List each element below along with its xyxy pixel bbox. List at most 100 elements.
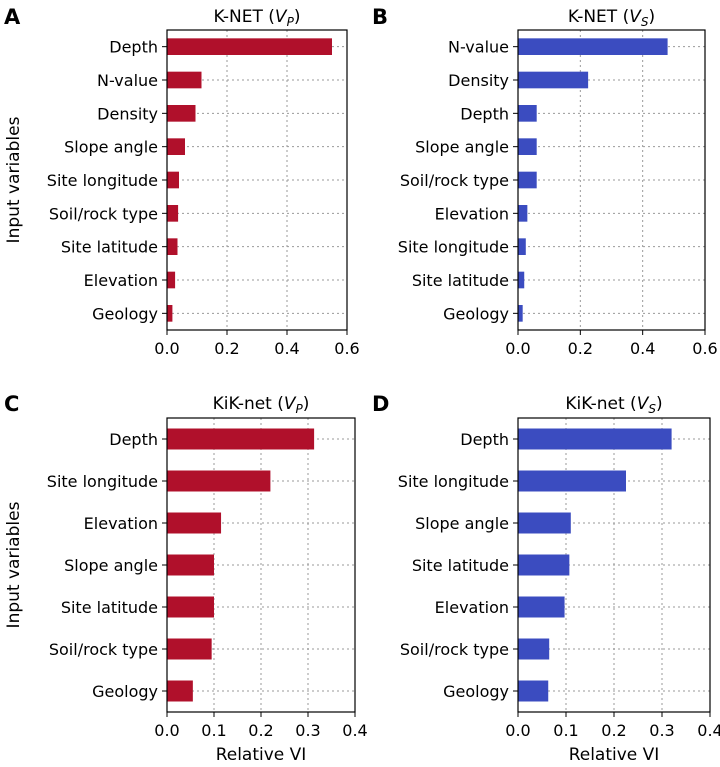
chart-title: K-NET (VS)	[568, 7, 655, 29]
x-tick-label: 0.2	[248, 721, 273, 740]
y-tick-label: Soil/rock type	[49, 204, 158, 223]
axes-frame	[166, 29, 348, 331]
x-tick-label: 0.0	[154, 339, 179, 358]
bar-slope-angle	[518, 138, 537, 155]
y-tick-label: Site longitude	[398, 238, 509, 257]
y-tick-label: Soil/rock type	[400, 640, 509, 659]
x-tick-label: 0.3	[649, 721, 674, 740]
bar-site-latitude	[518, 271, 525, 289]
bar-n-value	[167, 71, 202, 89]
panel-letter: C	[4, 392, 19, 416]
x-tick-label: 0.3	[295, 721, 320, 740]
bar-site-longitude	[167, 171, 179, 189]
y-tick-label: Density	[97, 104, 158, 123]
bar-depth	[167, 428, 315, 450]
axes-frame	[166, 417, 356, 713]
x-tick-label: 0.6	[334, 339, 359, 358]
y-tick-label: N-value	[448, 38, 509, 57]
y-tick-label: N-value	[97, 71, 158, 90]
y-tick-label: Site latitude	[61, 238, 158, 257]
bar-geology	[167, 680, 193, 702]
y-tick-label: Slope angle	[64, 556, 158, 575]
y-tick-label: Slope angle	[415, 514, 509, 533]
bar-depth	[518, 428, 672, 450]
chart-title: K-NET (VP)	[214, 7, 301, 29]
x-tick-label: 0.0	[505, 339, 530, 358]
axes-frame	[517, 29, 706, 331]
chart-title: KiK-net (VS)	[565, 394, 662, 416]
bar-elevation	[167, 512, 222, 534]
axes-frame	[517, 417, 711, 713]
bar-geology	[518, 680, 549, 702]
bar-site-longitude	[518, 470, 626, 492]
y-tick-label: Elevation	[84, 514, 158, 533]
x-tick-label: 0.1	[201, 721, 226, 740]
bar-elevation	[167, 271, 176, 289]
y-axis-label: Input variables	[4, 501, 24, 628]
y-tick-label: Depth	[460, 430, 509, 449]
y-axis-label: Input variables	[4, 116, 24, 243]
bar-site-latitude	[518, 554, 570, 576]
bar-site-longitude	[167, 470, 271, 492]
x-tick-label: 0.2	[568, 339, 593, 358]
bar-geology	[167, 305, 173, 322]
x-tick-label: 0.4	[274, 339, 299, 358]
x-tick-label: 0.1	[553, 721, 578, 740]
bar-site-latitude	[167, 238, 178, 255]
bar-soil-rock-type	[167, 205, 179, 222]
panel-d: D KiK-net (VS) 0.0 0.1 0.2 0.3 0.4 Depth Site lo…	[372, 392, 720, 765]
panel-letter: A	[4, 5, 21, 29]
y-tick-label: Elevation	[435, 204, 509, 223]
x-tick-label: 0.0	[154, 721, 179, 740]
bar-slope-angle	[167, 138, 185, 155]
x-tick-label: 0.4	[342, 721, 367, 740]
y-tick-label: Geology	[443, 682, 509, 701]
x-tick-label: 0.0	[505, 721, 530, 740]
bar-slope-angle	[518, 512, 571, 534]
panel-c: C KiK-net (VP) 0.0 0.1 0.2 0.3 0.4 Depth Site lo…	[4, 392, 368, 765]
bar-site-latitude	[167, 596, 214, 618]
y-tick-label: Geology	[92, 682, 158, 701]
bar-slope-angle	[167, 554, 214, 576]
x-tick-label: 0.4	[630, 339, 655, 358]
y-tick-label: Elevation	[84, 271, 158, 290]
x-tick-label: 0.2	[601, 721, 626, 740]
bar-soil-rock-type	[518, 171, 537, 189]
y-tick-label: Site latitude	[61, 598, 158, 617]
x-axis-label: Relative VI	[216, 745, 307, 765]
y-tick-label: Depth	[109, 38, 158, 57]
x-axis-label: Relative VI	[569, 745, 660, 765]
bar-soil-rock-type	[167, 638, 212, 660]
bar-density	[167, 105, 196, 122]
y-tick-label: Geology	[443, 304, 509, 323]
y-tick-label: Site longitude	[398, 472, 509, 491]
bar-n-value	[518, 38, 668, 55]
x-tick-label: 0.4	[697, 721, 720, 740]
bar-elevation	[518, 596, 565, 618]
y-tick-label: Slope angle	[415, 138, 509, 157]
chart-title: KiK-net (VP)	[213, 394, 310, 416]
bar-soil-rock-type	[518, 638, 550, 660]
panel-b: B K-NET (VS) 0.0 0.2 0.4 0.6 N-value Density Dep…	[372, 5, 718, 358]
panel-letter: D	[372, 392, 389, 416]
y-tick-label: Geology	[92, 304, 158, 323]
y-tick-label: Density	[448, 71, 509, 90]
x-tick-label: 0.6	[692, 339, 717, 358]
y-tick-label: Slope angle	[64, 138, 158, 157]
y-tick-label: Site longitude	[47, 472, 158, 491]
y-tick-label: Soil/rock type	[400, 171, 509, 190]
y-tick-label: Elevation	[435, 598, 509, 617]
y-tick-label: Soil/rock type	[49, 640, 158, 659]
bar-geology	[518, 305, 523, 322]
bar-depth	[518, 105, 537, 122]
bar-site-longitude	[518, 238, 526, 255]
y-tick-label: Site longitude	[47, 171, 158, 190]
bar-depth	[167, 38, 332, 55]
y-tick-label: Depth	[460, 104, 509, 123]
bar-density	[518, 71, 589, 89]
bar-elevation	[518, 205, 528, 222]
panel-letter: B	[372, 5, 388, 29]
y-tick-label: Site latitude	[412, 556, 509, 575]
x-tick-label: 0.2	[214, 339, 239, 358]
